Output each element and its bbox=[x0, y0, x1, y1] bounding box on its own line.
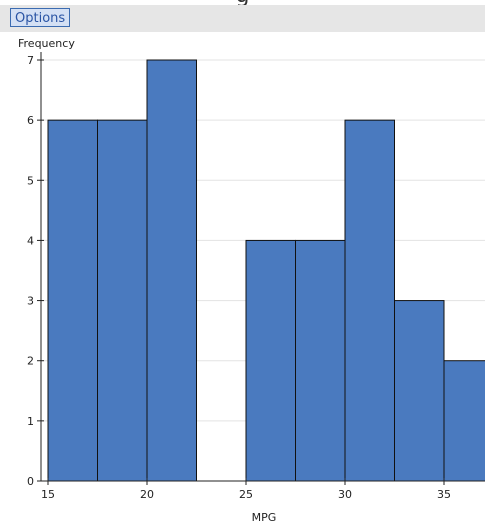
y-tick-label-5: 5 bbox=[27, 174, 34, 187]
x-tick-label-15: 15 bbox=[41, 488, 55, 501]
y-tick-label-1: 1 bbox=[27, 415, 34, 428]
axes: 0 1 2 3 4 5 6 7 15 20 25 30 35 bbox=[27, 52, 485, 501]
bar-27.5-30 bbox=[295, 239, 346, 482]
options-button[interactable]: Options bbox=[10, 8, 71, 27]
x-tick-label-20: 20 bbox=[140, 488, 154, 501]
chart-title-fragment: g bbox=[0, 0, 485, 6]
y-tick-label-3: 3 bbox=[27, 295, 34, 308]
y-tick-label-2: 2 bbox=[27, 355, 34, 368]
bar-17.5-20 bbox=[97, 119, 148, 482]
bar-30-32.5 bbox=[344, 119, 395, 482]
y-axis-label: Frequency bbox=[18, 37, 75, 50]
y-tick-label-6: 6 bbox=[27, 114, 34, 127]
x-tick-label-25: 25 bbox=[239, 488, 253, 501]
bar-25-27.5 bbox=[245, 239, 296, 482]
bar-20-22.5 bbox=[146, 59, 197, 482]
bars bbox=[47, 59, 485, 482]
y-tick-label-4: 4 bbox=[27, 234, 34, 247]
x-tick-label-35: 35 bbox=[437, 488, 451, 501]
x-tick-label-30: 30 bbox=[338, 488, 352, 501]
y-tick-label-0: 0 bbox=[27, 475, 34, 488]
bar-35-37.5 bbox=[443, 360, 485, 482]
x-axis-label: MPG bbox=[252, 511, 277, 524]
y-tick-label-7: 7 bbox=[27, 54, 34, 67]
bar-32.5-35 bbox=[394, 300, 445, 482]
toolbar: Options bbox=[0, 5, 485, 32]
bar-15-17.5 bbox=[47, 119, 98, 482]
